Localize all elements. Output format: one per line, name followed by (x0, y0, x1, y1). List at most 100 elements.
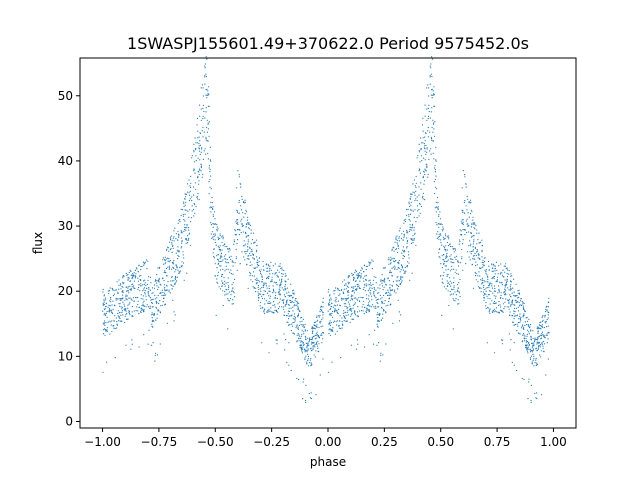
data-point (489, 308, 491, 310)
data-point (327, 371, 329, 373)
data-point (475, 265, 477, 267)
data-point (332, 321, 335, 323)
data-point (416, 196, 418, 198)
data-point (171, 280, 173, 282)
data-point (458, 261, 460, 263)
data-point (117, 292, 119, 294)
data-point (251, 264, 253, 266)
data-point (328, 323, 330, 325)
data-point (319, 310, 321, 313)
data-point (359, 280, 361, 282)
data-point (465, 263, 467, 265)
data-point (137, 288, 139, 290)
data-point (354, 314, 356, 316)
data-point (266, 277, 268, 280)
data-point (206, 97, 208, 99)
data-point (412, 191, 414, 193)
data-point (502, 269, 504, 271)
data-point (114, 328, 116, 330)
data-point (176, 276, 178, 278)
data-point (287, 304, 289, 306)
data-point (372, 279, 375, 281)
data-point (281, 287, 283, 289)
data-point (208, 121, 211, 123)
data-point (197, 175, 199, 177)
data-point (412, 239, 414, 241)
data-point (124, 315, 126, 317)
data-point (165, 262, 167, 264)
data-point (252, 257, 254, 259)
data-point (285, 339, 287, 341)
data-point (269, 310, 271, 312)
data-point (530, 329, 532, 331)
data-point (164, 263, 166, 265)
data-point (538, 341, 540, 343)
data-point (363, 265, 365, 267)
data-point (488, 293, 490, 296)
data-point (533, 342, 535, 344)
data-point (227, 293, 229, 295)
data-point (452, 328, 454, 330)
data-point (469, 213, 472, 215)
data-point (264, 298, 266, 300)
data-point (105, 302, 107, 305)
data-point (547, 301, 550, 303)
data-point (198, 199, 200, 201)
data-point (415, 186, 417, 189)
data-point (409, 279, 411, 281)
data-point (487, 278, 489, 280)
data-point (109, 333, 111, 335)
data-point (176, 267, 178, 269)
data-point (540, 328, 542, 330)
data-point (536, 349, 538, 351)
data-point (397, 245, 399, 247)
data-point (202, 87, 204, 89)
data-point (519, 321, 521, 323)
data-point (143, 309, 145, 311)
data-point (406, 237, 408, 239)
data-point (302, 325, 304, 327)
data-point (153, 320, 155, 322)
data-point (217, 236, 219, 238)
data-point (149, 276, 151, 278)
data-point (244, 259, 246, 261)
data-point (322, 358, 324, 360)
data-point (339, 305, 341, 307)
data-point (457, 260, 459, 262)
data-point (244, 231, 247, 234)
data-point (241, 198, 243, 200)
data-point (525, 340, 528, 342)
data-point (455, 258, 457, 260)
data-point (485, 288, 487, 290)
data-point (348, 291, 350, 293)
data-point (335, 301, 337, 303)
data-point (204, 83, 206, 85)
data-point (544, 310, 547, 313)
data-point (398, 237, 400, 239)
data-point (312, 336, 314, 338)
data-point (533, 358, 535, 360)
data-point (174, 278, 176, 280)
data-point (264, 290, 266, 292)
data-point (201, 130, 203, 132)
data-point (411, 225, 414, 227)
data-point (300, 324, 302, 326)
data-point (163, 271, 165, 274)
data-point (148, 287, 150, 289)
data-point (493, 300, 496, 303)
data-point (472, 216, 474, 218)
data-point (378, 298, 380, 300)
data-point (483, 286, 485, 288)
data-point (127, 318, 129, 320)
data-point (516, 295, 518, 297)
data-point (217, 271, 219, 273)
data-point (284, 305, 286, 307)
data-point (423, 143, 425, 145)
data-point (268, 311, 270, 313)
data-point (310, 347, 312, 349)
data-point (468, 231, 470, 233)
data-point (310, 362, 312, 364)
data-point (168, 291, 170, 293)
data-point (287, 295, 289, 297)
data-point (475, 273, 477, 275)
